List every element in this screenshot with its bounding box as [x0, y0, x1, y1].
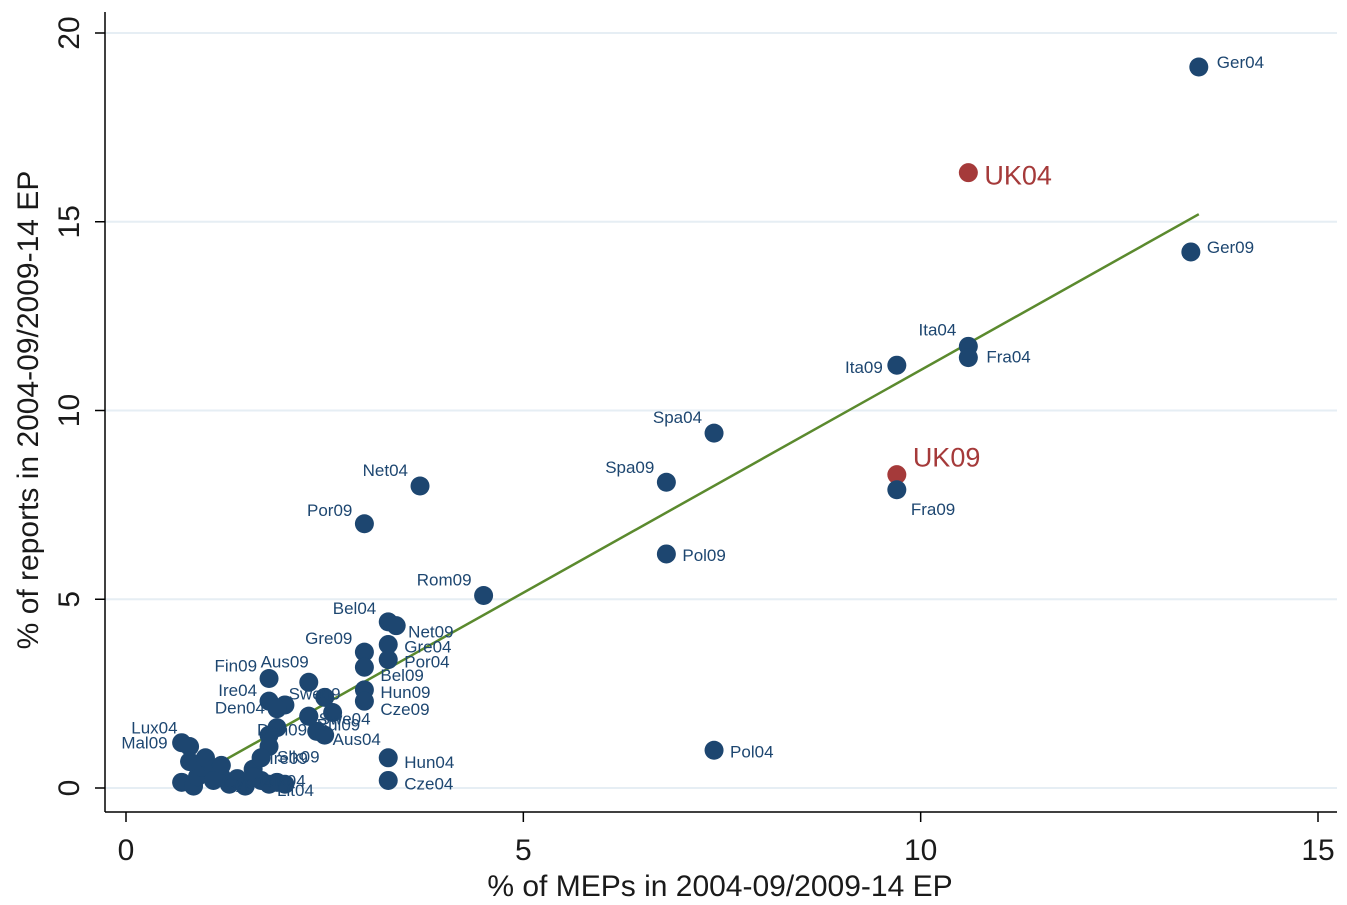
data-point-mal09: [172, 733, 192, 753]
data-point-uk09: [887, 465, 907, 485]
data-point: [275, 774, 295, 794]
point-label-ger09: Ger09: [1207, 238, 1254, 257]
point-label-por04: Por04: [404, 653, 449, 672]
data-point-bel09: [354, 657, 374, 677]
data-point-swe09: [315, 687, 335, 707]
point-label-fra09: Fra09: [911, 500, 955, 519]
data-point: [211, 755, 231, 775]
point-label-spa09: Spa09: [605, 458, 654, 477]
point-label-por09: Por09: [307, 501, 352, 520]
point-label-slk09: Slk09: [277, 747, 320, 766]
point-label-ger04: Ger04: [1217, 53, 1264, 72]
data-point-fra09: [887, 480, 907, 500]
point-labels: Ger04 UK04 Ger09 Ita04 Fra04 Ita09 Spa04 UK09 Fr…: [121, 53, 1264, 800]
point-label-ita04: Ita04: [919, 320, 957, 339]
data-point-gre04: [378, 635, 398, 655]
y-tick-label: 0: [53, 780, 86, 797]
point-label-cyp04: Cyp04: [223, 773, 272, 792]
y-ticks: 0 5 10 15 20: [53, 16, 105, 796]
point-label-ire04: Ire04: [218, 681, 257, 700]
point-label-gre04: Gre04: [404, 638, 451, 657]
point-label-den04: Den04: [215, 699, 265, 718]
x-tick-label: 0: [118, 834, 135, 867]
grid-lines: [105, 32, 1337, 789]
data-point-lit04: [259, 774, 279, 794]
data-point-den04: [267, 699, 287, 719]
data-point-cyp04: [203, 770, 223, 790]
point-label-swe04: Swe04: [319, 710, 371, 729]
data-points: [172, 57, 1209, 794]
axes: [104, 12, 1337, 813]
data-point-ire09: [251, 748, 271, 768]
point-label-ita09: Ita09: [845, 358, 883, 377]
data-point-cze09: [354, 691, 374, 711]
point-label-rom09: Rom09: [417, 570, 472, 589]
y-tick-label: 15: [53, 205, 86, 238]
point-label-uk09: UK09: [913, 443, 981, 473]
data-point-uk04: [958, 163, 978, 183]
point-label-ire09: Ire09: [269, 749, 308, 768]
data-point-pol09: [656, 544, 676, 564]
point-label-cze04: Cze04: [404, 774, 453, 793]
x-tick-label: 10: [904, 834, 937, 867]
data-point-por04: [378, 650, 398, 670]
point-label-bul09: Bul09: [317, 715, 360, 734]
data-point-aus09: [299, 672, 319, 692]
point-label-swe09: Swe09: [289, 684, 341, 703]
y-axis-title: % of reports in 2004-09/2009-14 EP: [12, 171, 45, 650]
point-label-fra04: Fra04: [986, 348, 1030, 367]
data-point-ger04: [1189, 57, 1209, 77]
point-label-hun04: Hun04: [404, 753, 454, 772]
x-tick-label: 5: [515, 834, 532, 867]
x-ticks: 0 5 10 15: [118, 812, 1335, 867]
point-label-spa04: Spa04: [653, 408, 702, 427]
data-point-bul09: [299, 706, 319, 726]
y-tick-label: 5: [53, 591, 86, 608]
data-point-rom09: [474, 585, 494, 605]
data-point-por09: [354, 514, 374, 534]
point-label-cze09: Cze09: [380, 700, 429, 719]
point-label-bel09: Bel09: [380, 666, 423, 685]
data-point: [180, 752, 200, 772]
data-point-cze04: [378, 770, 398, 790]
point-label-pol04: Pol04: [730, 742, 773, 761]
data-point-gre09: [354, 642, 374, 662]
data-point-slk04: [243, 767, 263, 787]
data-point-pol04: [704, 740, 724, 760]
point-label-net09: Net09: [408, 623, 453, 642]
data-point-swe04: [323, 703, 343, 722]
point-label-lux04: Lux04: [131, 718, 177, 737]
point-label-uk04: UK04: [984, 161, 1052, 191]
point-label-pol09: Pol09: [682, 546, 725, 565]
point-label-aus09: Aus09: [261, 652, 309, 671]
data-point-net04: [410, 476, 430, 496]
x-tick-label: 15: [1301, 834, 1334, 867]
data-point-den09: [267, 718, 287, 738]
fit-line: [181, 213, 1200, 786]
point-label-mal09: Mal09: [121, 734, 167, 753]
data-point-aus04: [315, 725, 335, 745]
data-point-spa09: [656, 472, 676, 492]
data-point-fra04: [958, 348, 978, 368]
point-label-slk04: Slk04: [263, 772, 306, 791]
point-label-aus04: Aus04: [333, 730, 381, 749]
data-point-hun04: [378, 748, 398, 768]
data-point-net09: [386, 616, 406, 636]
data-point-fin09: [259, 669, 279, 689]
y-tick-label: 10: [53, 394, 86, 427]
y-tick-label: 20: [53, 16, 86, 49]
point-label-lit04: Lit04: [277, 781, 314, 800]
point-label-net04: Net04: [363, 461, 408, 480]
point-label-fin09: Fin09: [215, 657, 258, 676]
point-label-hun09: Hun09: [380, 683, 430, 702]
point-label-bel04: Bel04: [333, 599, 376, 618]
point-label-den09: Den09: [257, 721, 307, 740]
data-point-ita09: [887, 355, 907, 375]
data-point-spa04: [704, 423, 724, 443]
point-label-gre09: Gre09: [305, 629, 352, 648]
data-point-ger09: [1181, 242, 1201, 262]
x-axis-title: % of MEPs in 2004-09/2009-14 EP: [487, 870, 952, 903]
